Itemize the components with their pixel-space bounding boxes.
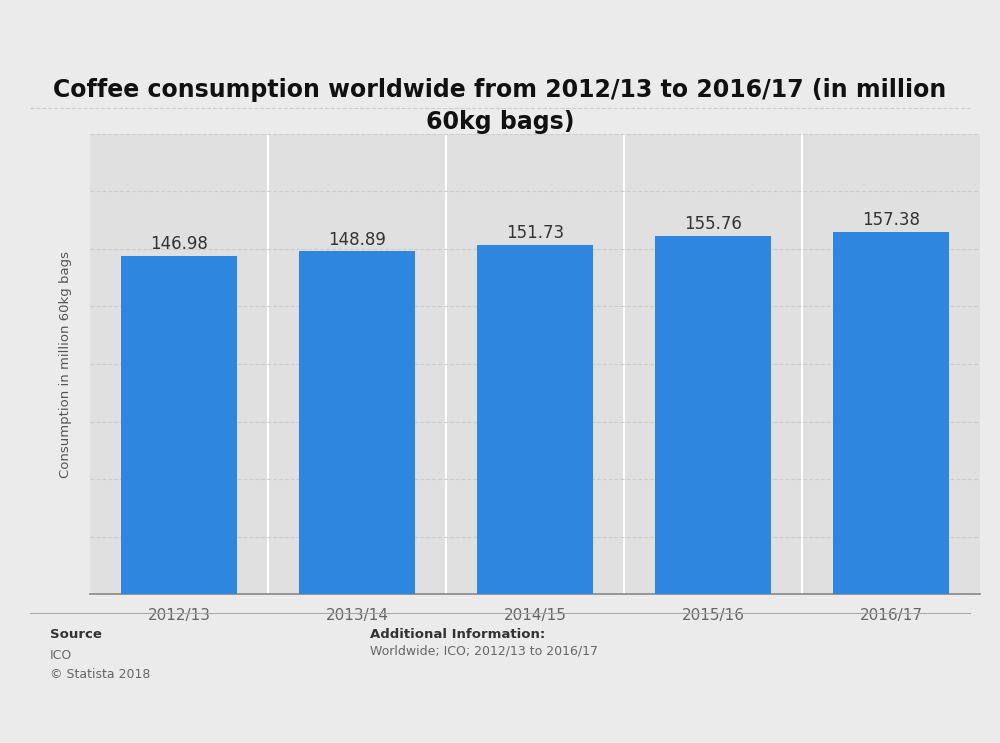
Text: Additional Information:: Additional Information: (370, 628, 545, 640)
Bar (268, 134, 446, 594)
Text: 157.38: 157.38 (862, 211, 920, 229)
Bar (802, 134, 980, 594)
Bar (655, 236, 771, 594)
Bar (833, 232, 949, 594)
Text: 148.89: 148.89 (328, 230, 386, 249)
Bar (624, 134, 802, 594)
Text: Worldwide; ICO; 2012/13 to 2016/17: Worldwide; ICO; 2012/13 to 2016/17 (370, 645, 598, 658)
Y-axis label: Consumption in million 60kg bags: Consumption in million 60kg bags (59, 250, 72, 478)
Bar (446, 134, 624, 594)
Bar (477, 245, 593, 594)
Text: ICO
© Statista 2018: ICO © Statista 2018 (50, 649, 150, 681)
Text: 151.73: 151.73 (506, 224, 564, 242)
Text: 146.98: 146.98 (150, 235, 208, 253)
Text: Source: Source (50, 628, 102, 640)
Text: 155.76: 155.76 (684, 215, 742, 233)
Bar (299, 251, 415, 594)
Bar (90, 134, 268, 594)
Text: Coffee consumption worldwide from 2012/13 to 2016/17 (in million
60kg bags): Coffee consumption worldwide from 2012/1… (53, 78, 947, 134)
Bar (121, 256, 237, 594)
